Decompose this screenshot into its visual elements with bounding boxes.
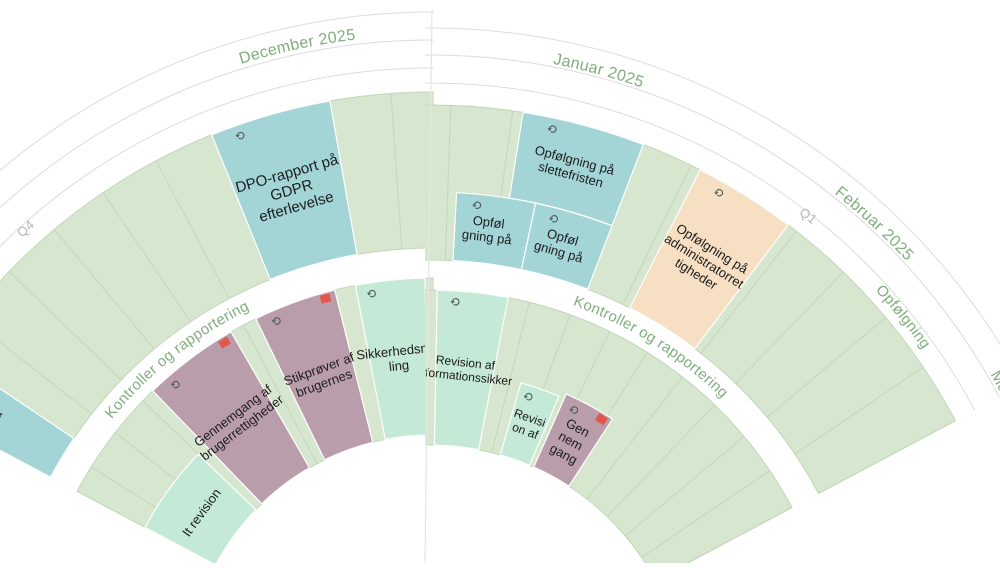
repeat-icon [569,406,579,414]
page-seam [424,9,433,564]
repeat-icon [235,131,245,140]
activity-segment-shape [520,202,613,291]
month-label: Januar 2025 [552,51,646,91]
activity-segment-shape [0,387,75,478]
activity-segment-shape [532,393,614,487]
quarter-label: Q1 [797,204,820,227]
activity-label-line: Opføl [472,213,505,232]
activity-segment-shape [144,453,257,566]
repeat-icon [523,393,533,401]
quarter-label-text: Q4 [14,217,37,240]
activity-segment-shape [254,289,374,461]
repeat-icon [472,201,482,209]
quarter-label-text: Q1 [797,204,820,227]
repeat-icon [170,380,180,389]
activity-segment[interactable]: DPO-rapport påGDPRefterlevelse [210,100,358,281]
activity-segment[interactable]: Revision af [499,382,560,467]
repeat-icon [714,189,724,197]
repeat-icon [271,317,281,325]
repeat-icon [549,215,559,223]
activity-label: Opfølgning på [461,212,515,248]
quarter-label: Q4 [14,217,37,240]
alert-badge [595,413,608,426]
month-label-text: Marts 2025 [987,368,1000,450]
activity-label-line: på [0,407,5,428]
alert-badge [319,293,332,304]
activity-segment-shape [151,331,311,505]
activity-segment-shape [628,169,789,350]
activity-segment[interactable]: It revision [144,453,257,566]
activity-segment-shape [499,382,560,467]
wheel-left-half: DPO-rapport påGDPRefterlevelsepåSikkerhe… [0,11,434,566]
activity-segment[interactable]: Gennemgang afbrugerrettigheder [151,331,311,505]
month-label: Marts 2025 [987,368,1000,450]
activity-segment[interactable]: Opfølgning påslettefristen [508,111,645,227]
activity-label: på [0,407,5,428]
activity-segment[interactable]: Opfølgning på [452,192,537,271]
activity-segment[interactable]: Gennemgang [532,393,614,487]
activity-segment[interactable]: Stikprøver afbrugernes [254,289,374,461]
repeat-icon [547,125,557,133]
activity-segment[interactable]: på [0,351,75,478]
activity-segment[interactable]: Opfølgning påadministratorrettigheder [628,169,789,350]
activity-label-line: ling [388,357,410,374]
activity-segment-shape [433,289,509,451]
repeat-icon [450,298,460,306]
activity-segment[interactable]: Opfølgning på [520,202,613,291]
month-label-text: Januar 2025 [552,51,646,91]
activity-label-line: gning på [461,227,513,248]
activity-segment-shape [210,100,358,281]
repeat-icon [367,289,376,298]
alert-badge [218,336,231,349]
activity-label-line: Revision af [435,353,496,373]
